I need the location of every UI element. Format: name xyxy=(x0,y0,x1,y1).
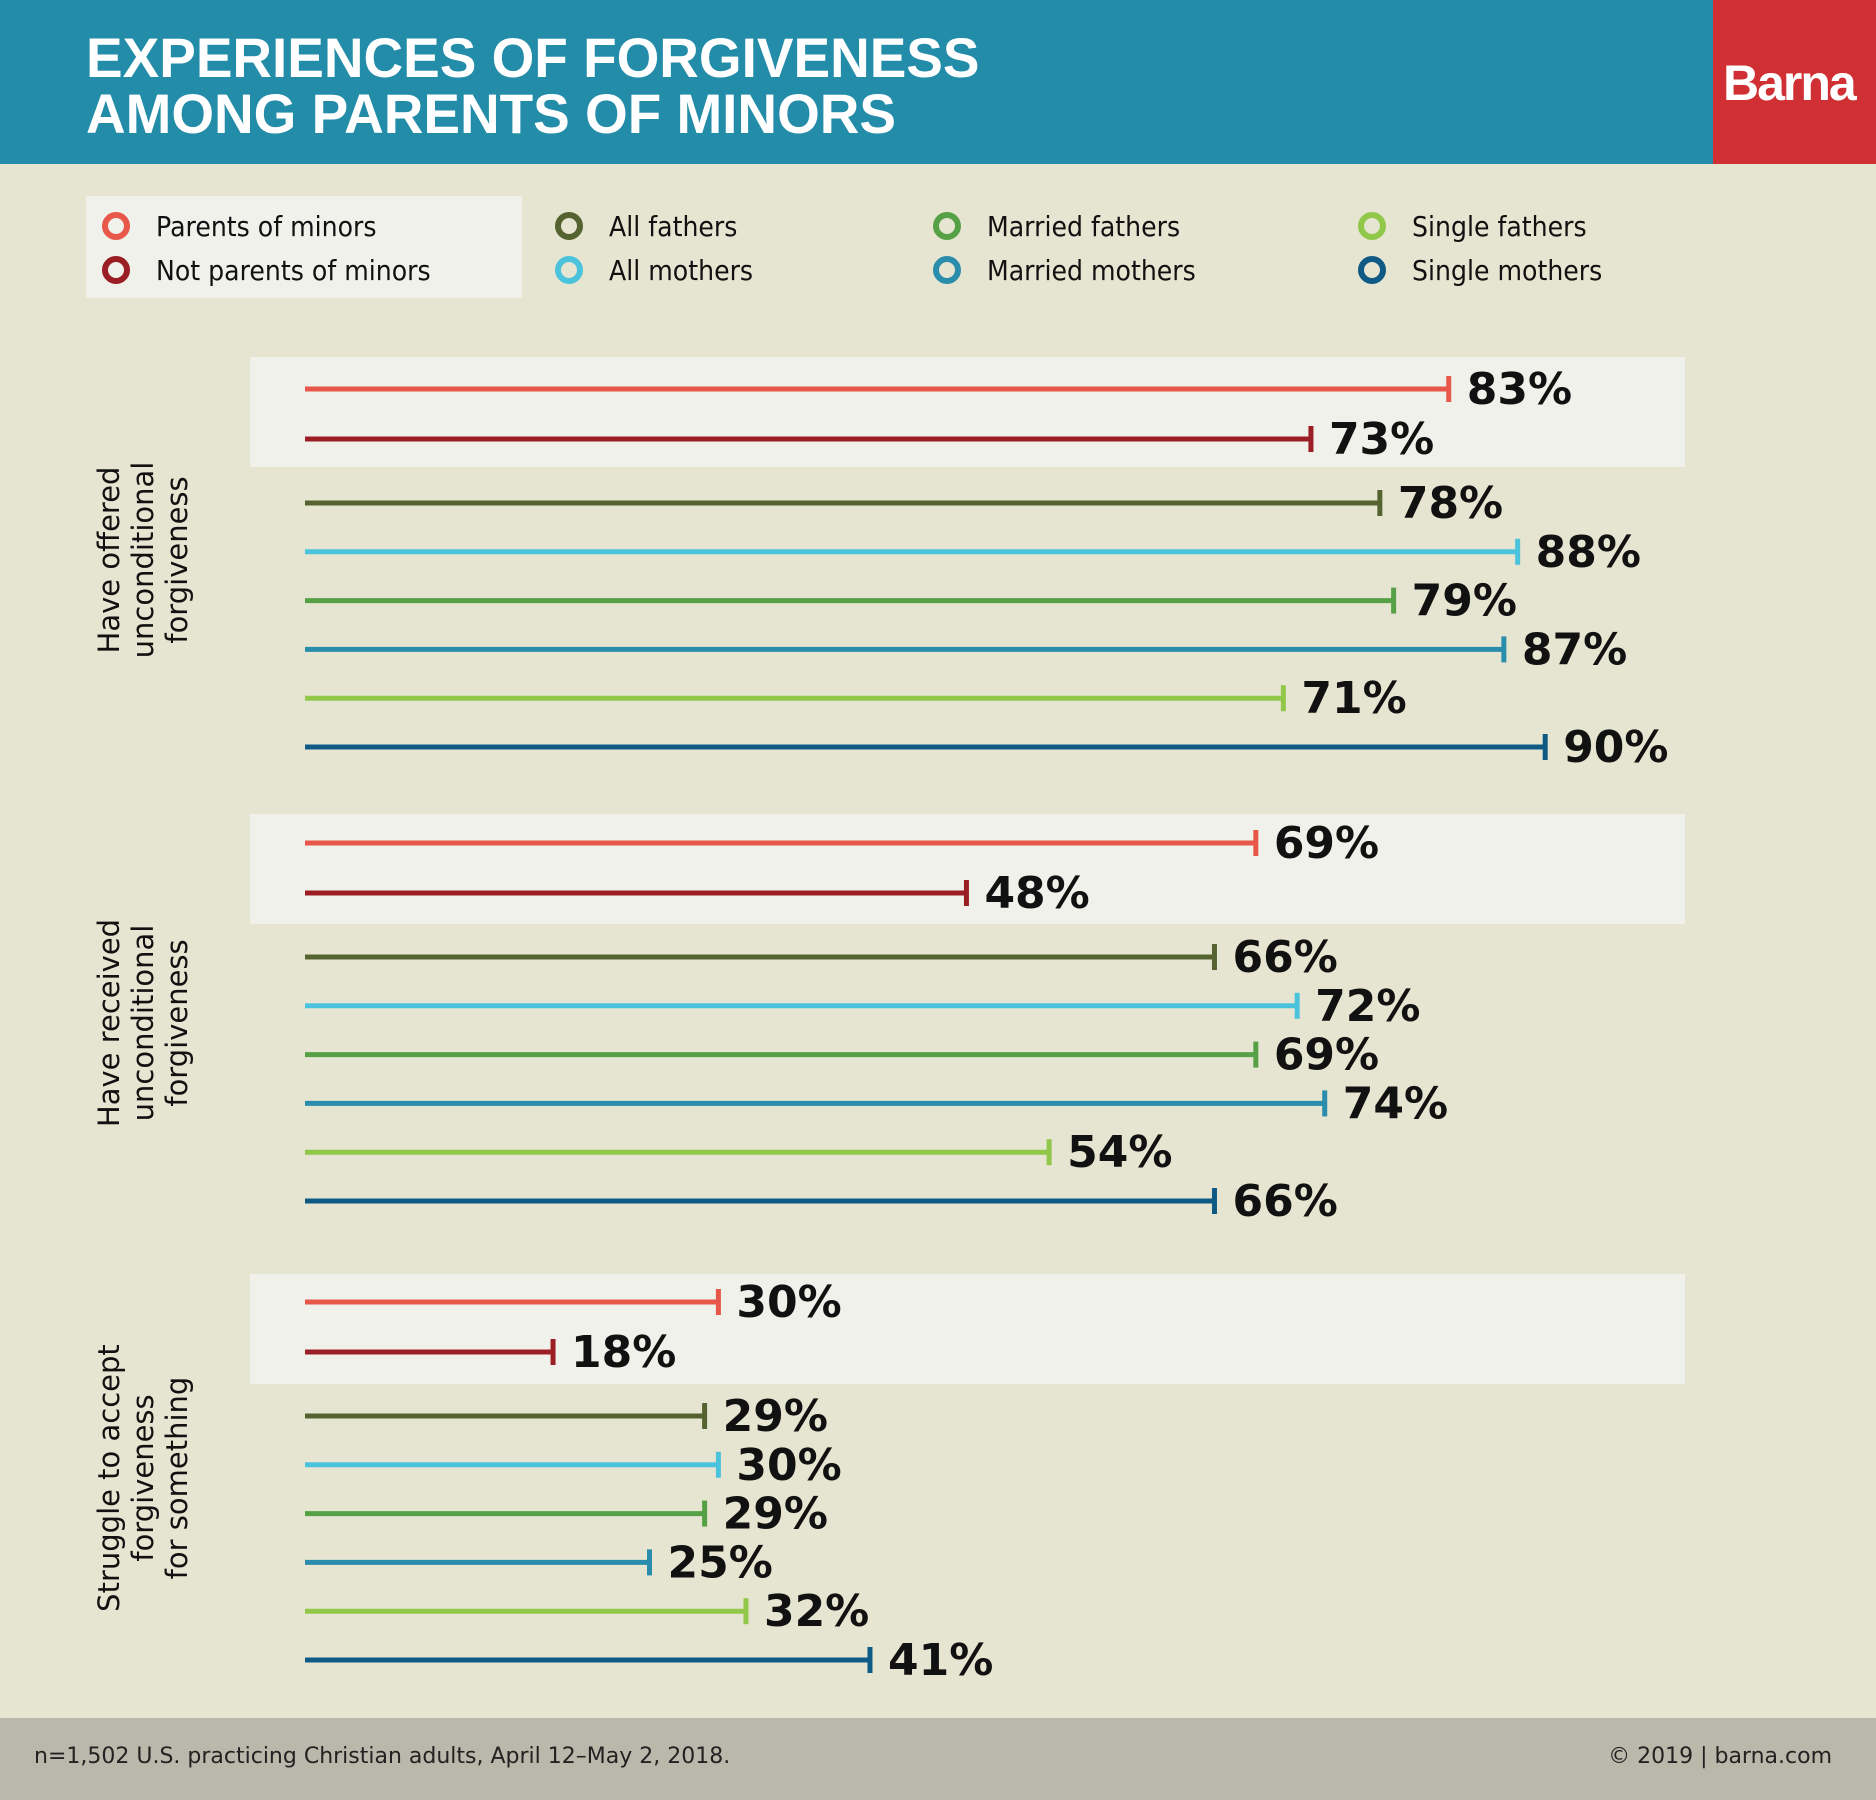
data-label: 66% xyxy=(1232,932,1337,983)
data-label: 69% xyxy=(1274,1030,1379,1081)
legend-ring-icon xyxy=(102,256,130,284)
sample-note: n=1,502 U.S. practicing Christian adults… xyxy=(34,1744,731,1769)
data-label: 54% xyxy=(1067,1127,1172,1178)
legend-item: All fathers xyxy=(555,206,752,246)
title-line-1: EXPERIENCES OF FORGIVENESS xyxy=(86,26,980,89)
data-label: 66% xyxy=(1232,1176,1337,1227)
title-line-2: AMONG PARENTS OF MINORS xyxy=(86,82,897,145)
legend-item: Single fathers xyxy=(1358,206,1606,246)
legend-ring-icon xyxy=(102,212,130,240)
data-label: 90% xyxy=(1563,722,1668,773)
data-label: 48% xyxy=(984,868,1089,919)
legend-item: Parents of minors xyxy=(102,206,401,246)
legend-label: Not parents of minors xyxy=(156,253,431,287)
data-label: 30% xyxy=(736,1440,841,1491)
legend-ring-icon xyxy=(1358,212,1386,240)
data-label: 18% xyxy=(571,1327,676,1378)
legend-label: Married fathers xyxy=(987,209,1181,243)
data-label: 41% xyxy=(888,1635,993,1686)
legend-label: All mothers xyxy=(609,253,754,287)
legend-ring-icon xyxy=(555,212,583,240)
data-label: 30% xyxy=(736,1277,841,1328)
highlight-band-struggle xyxy=(250,1274,1685,1384)
legend-item: Married fathers xyxy=(933,206,1202,246)
legend-ring-icon xyxy=(1358,256,1386,284)
highlight-band-offered xyxy=(250,357,1685,467)
legend-label: Married mothers xyxy=(987,253,1196,287)
footer: n=1,502 U.S. practicing Christian adults… xyxy=(0,1718,1876,1800)
legend-item: Single mothers xyxy=(1358,250,1623,290)
legend-label: Single mothers xyxy=(1412,253,1603,287)
data-label: 79% xyxy=(1412,576,1517,627)
legend-item: Married mothers xyxy=(933,250,1219,290)
data-label: 88% xyxy=(1536,527,1641,578)
barna-logo: Barna xyxy=(1713,0,1876,164)
legend-item: All mothers xyxy=(555,250,769,290)
logo-text: Barna xyxy=(1723,55,1857,111)
legend-label: All fathers xyxy=(609,209,738,243)
legend-item: Not parents of minors xyxy=(102,250,461,290)
data-label: 69% xyxy=(1274,818,1379,869)
legend-label: Parents of minors xyxy=(156,209,377,243)
data-label: 78% xyxy=(1398,478,1503,529)
chart-title: EXPERIENCES OF FORGIVENESS AMONG PARENTS… xyxy=(86,30,980,142)
header-banner: EXPERIENCES OF FORGIVENESS AMONG PARENTS… xyxy=(0,0,1713,164)
data-label: 32% xyxy=(764,1586,869,1637)
data-label: 25% xyxy=(668,1537,773,1588)
legend-ring-icon xyxy=(933,212,961,240)
data-label: 83% xyxy=(1467,364,1572,415)
data-label: 87% xyxy=(1522,624,1627,675)
legend-highlight-box xyxy=(86,196,522,298)
data-label: 73% xyxy=(1329,414,1434,465)
legend-ring-icon xyxy=(555,256,583,284)
data-label: 74% xyxy=(1343,1078,1448,1129)
data-label: 71% xyxy=(1301,673,1406,724)
data-label: 29% xyxy=(723,1391,828,1442)
data-label: 29% xyxy=(723,1489,828,1540)
legend-ring-icon xyxy=(933,256,961,284)
legend-label: Single fathers xyxy=(1412,209,1587,243)
data-label: 72% xyxy=(1315,981,1420,1032)
copyright: © 2019 | barna.com xyxy=(1608,1744,1832,1769)
